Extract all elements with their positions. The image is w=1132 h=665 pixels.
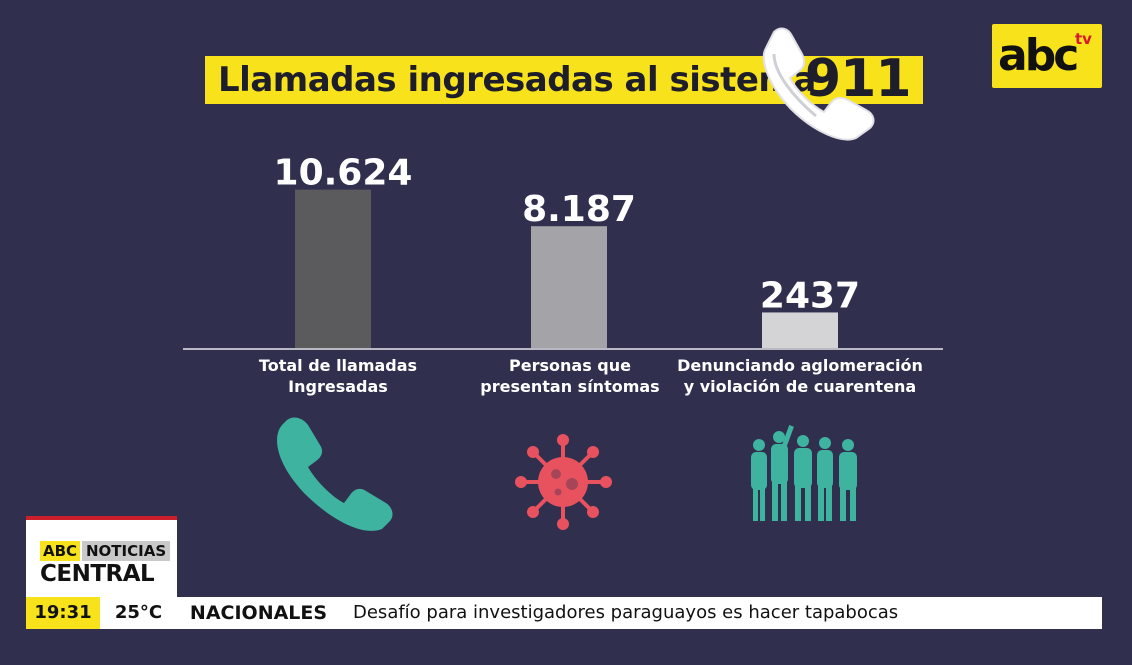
- bar-value-label-3: 2437: [760, 275, 860, 316]
- bar-2: [531, 226, 607, 349]
- telephone-handset-icon: [762, 27, 875, 141]
- category-label-line: Denunciando aglomeración: [677, 356, 923, 375]
- bar-1: [295, 189, 371, 349]
- category-label-1: Total de llamadas Ingresadas: [208, 355, 468, 397]
- bar-value-label-2: 8.187: [522, 189, 636, 230]
- news-headline: Desafío para investigadores paraguayos e…: [340, 597, 1102, 629]
- category-label-line: y violación de cuarentena: [683, 377, 917, 396]
- program-brand-abc: ABC: [40, 541, 81, 561]
- system-number: 911: [805, 49, 912, 109]
- category-label-line: presentan síntomas: [480, 377, 660, 396]
- virus-icon: [515, 434, 612, 530]
- bar-value-label-1: 10.624: [274, 153, 413, 194]
- news-section: NACIONALES: [177, 597, 340, 629]
- chart-title: Llamadas ingresadas al sistema: [218, 60, 816, 100]
- temperature: 25°C: [100, 597, 177, 629]
- category-label-3: Denunciando aglomeración y violación de c…: [670, 355, 930, 397]
- category-label-line: Ingresadas: [288, 377, 388, 396]
- logo-tv-text: tv: [1075, 30, 1092, 48]
- logo-abc-text: abc: [998, 30, 1079, 81]
- category-label-line: Personas que: [509, 356, 631, 375]
- program-brand-central: CENTRAL: [40, 561, 155, 587]
- category-label-2: Personas que presentan síntomas: [440, 355, 700, 397]
- crowd-icon: [751, 425, 857, 521]
- clock-time: 19:31: [26, 597, 100, 629]
- bar-3: [762, 312, 838, 349]
- channel-logo: [992, 24, 1102, 88]
- program-brand-noticias: NOTICIAS: [82, 541, 171, 561]
- phone-icon: [277, 417, 393, 531]
- category-label-line: Total de llamadas: [258, 356, 418, 375]
